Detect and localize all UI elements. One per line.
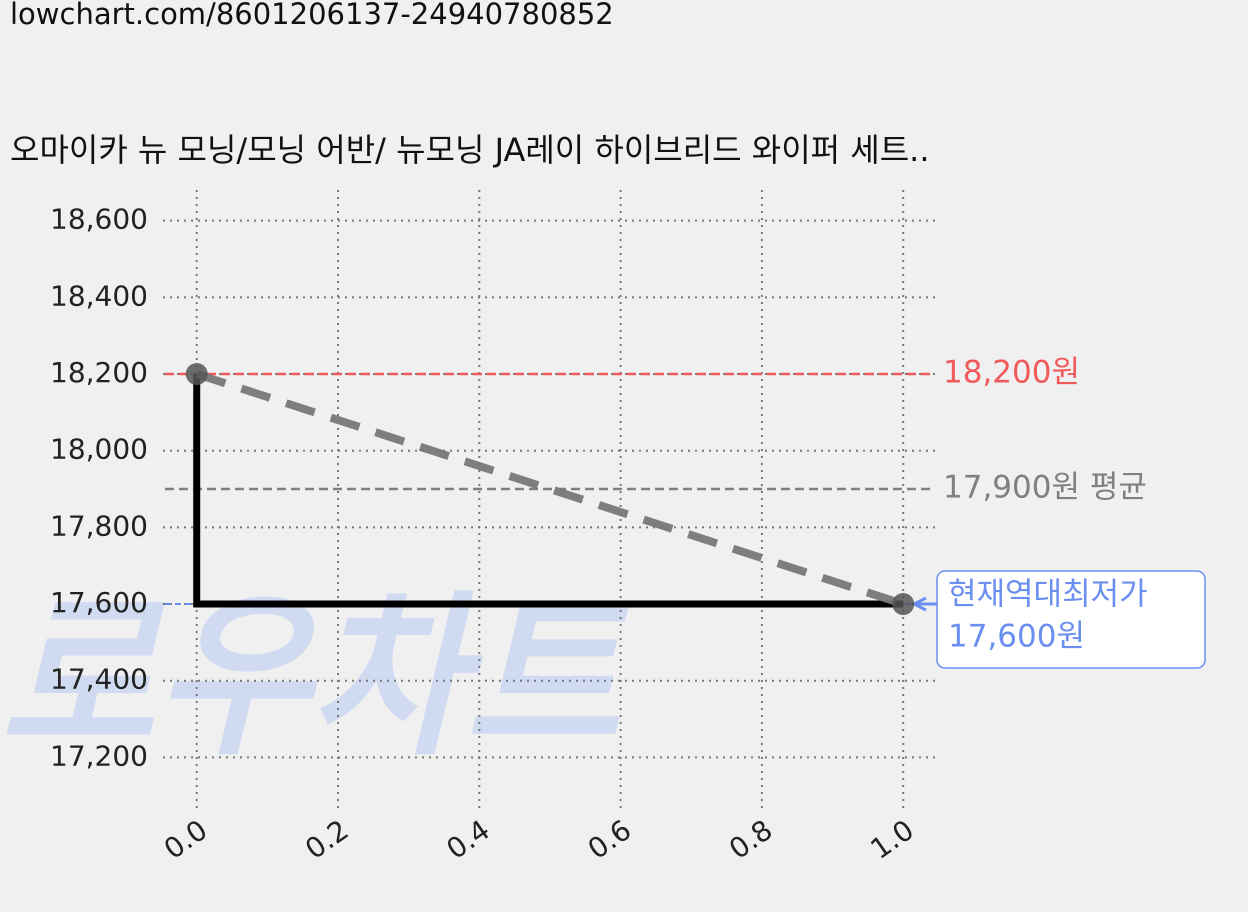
- y-tick-label: 17,800: [50, 509, 148, 542]
- step-line: [193, 374, 904, 608]
- x-tick-label: 0.2: [299, 813, 354, 866]
- y-tick-label: 18,200: [50, 356, 148, 389]
- marker: [185, 363, 208, 386]
- y-tick-label: 18,400: [50, 279, 148, 312]
- annotation-arrow: [910, 596, 937, 612]
- marker: [892, 593, 915, 616]
- price-line: [195, 370, 905, 608]
- annotation-label: 17,600원: [948, 619, 1085, 655]
- x-tick-label: 0.4: [441, 813, 496, 866]
- annotation-box: [936, 570, 1206, 669]
- reference-label: 18,200원: [943, 355, 1080, 391]
- url: lowchart.com/8601206137-24940780852: [10, 0, 614, 31]
- x-tick-label: 0.0: [158, 813, 213, 866]
- x-tick-label: 0.8: [723, 813, 778, 866]
- x-tick-label: 1.0: [864, 813, 919, 866]
- x-tick-label: 0.6: [582, 813, 637, 866]
- y-tick-label: 17,600: [50, 586, 148, 619]
- reference-label: 17,900원 평균: [943, 470, 1147, 506]
- y-tick-label: 17,400: [50, 663, 148, 696]
- watermark: 로우차트: [0, 577, 630, 780]
- annotation-note: 현재역대최저가: [948, 577, 1148, 613]
- y-tick-label: 17,200: [50, 739, 148, 772]
- y-tick-label: 18,000: [50, 433, 148, 466]
- y-tick-label: 18,600: [50, 203, 148, 236]
- chart-title: 오마이카 뉴 모닝/모닝 어반/ 뉴모닝 JA레이 하이브리드 와이퍼 세트..: [10, 131, 930, 169]
